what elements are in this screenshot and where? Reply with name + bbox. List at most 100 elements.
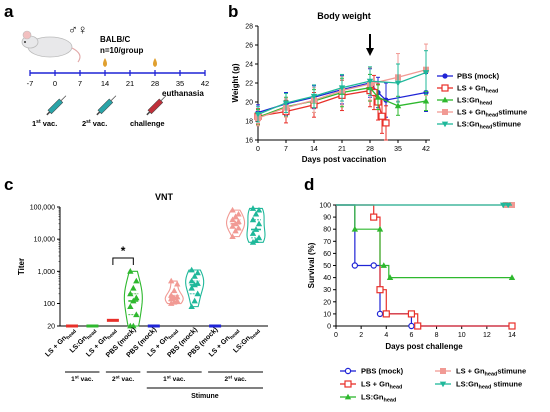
bracket-label-sup: st	[228, 375, 233, 380]
syringe-icon	[46, 95, 67, 116]
y-tick-label: 70	[323, 239, 331, 246]
violin-point	[255, 206, 263, 213]
violin-group-6	[185, 266, 205, 310]
event-first-vac: 1st vac.	[32, 119, 57, 128]
y-tick-label: 28	[245, 24, 253, 31]
timeline-tick-label: 42	[201, 79, 209, 88]
violin-point	[249, 238, 257, 245]
y-tick-label: 26	[245, 43, 253, 50]
y-tick-label: 10,000	[34, 237, 56, 244]
group-bracket-label: 2st vac.	[112, 375, 134, 384]
violin-point	[188, 277, 195, 284]
violin-point	[194, 290, 201, 297]
group-size-label: n=10/group	[100, 46, 143, 55]
legend-text-main: PBS (mock)	[361, 367, 404, 376]
syringe-barrel	[97, 98, 114, 115]
stimune-label: Stimune	[191, 393, 219, 400]
legend-marker	[441, 121, 449, 128]
y-tick-label: 10	[323, 311, 331, 318]
data-point	[338, 85, 346, 92]
bracket-label-main: 1	[163, 376, 167, 383]
group-label-sub: head	[106, 329, 118, 341]
legend-marker	[344, 367, 352, 375]
violin-point	[133, 277, 140, 284]
syringe-plunger	[146, 111, 151, 116]
violin-point	[168, 277, 175, 284]
bracket-label-sup: st	[75, 375, 80, 380]
legend-label: LS:Gnhead stimune	[456, 380, 522, 391]
series-2	[336, 204, 516, 280]
legend-label: LS + Gnheadstimune	[457, 108, 527, 119]
y-tick-label: 20	[47, 324, 55, 331]
timeline-tick-label: 35	[176, 79, 184, 88]
x-tick-label: 28	[366, 146, 374, 153]
violin-point	[232, 220, 239, 227]
bracket-label-sup: st	[167, 375, 172, 380]
y-tick-label: 50	[323, 263, 331, 270]
violin-group-5	[164, 277, 184, 306]
panel-letter-b: b	[228, 2, 238, 21]
violin-point	[229, 206, 236, 213]
survival-marker	[407, 310, 416, 318]
legend-text-main: LS:Gn	[456, 380, 479, 389]
survival-step-line	[336, 204, 512, 327]
survival-marker	[500, 202, 507, 209]
legend-text-suffix: stimune	[491, 380, 522, 389]
violin-point	[235, 224, 242, 231]
syringe-needle	[60, 95, 67, 101]
series-4	[336, 202, 512, 209]
violin-point	[171, 287, 178, 294]
survival-marker	[414, 322, 422, 330]
legend-marker	[344, 380, 352, 388]
survival-marker	[380, 262, 387, 268]
violin-point	[130, 284, 137, 291]
legend-item-0: PBS (mock)	[340, 367, 404, 376]
violin-point	[235, 218, 242, 225]
group-label-sub: head	[229, 329, 241, 341]
violin-point	[194, 269, 201, 276]
x-tick-label: 42	[422, 146, 430, 153]
data-point	[394, 102, 402, 109]
x-tick-label: 14	[508, 332, 516, 339]
violin-point	[252, 210, 260, 217]
euthanasia-label: euthanasia	[162, 89, 204, 98]
y-tick-label: 90	[323, 215, 331, 222]
x-tick-label: 0	[256, 146, 260, 153]
legend-text-main: PBS (mock)	[457, 72, 500, 81]
panel-letter-a: a	[4, 2, 14, 21]
bracket-label-suffix: vac.	[171, 376, 186, 383]
legend-text-suffix: stimune	[492, 120, 521, 129]
x-tick-label: 10	[458, 332, 466, 339]
legend-item-3: LS + Gnheadstimune	[435, 367, 526, 378]
y-tick-label: 60	[323, 251, 331, 258]
bracket-label-main: 2	[225, 376, 229, 383]
legend-item-1: LS + Gnhead	[340, 380, 402, 391]
legend-marker	[441, 96, 449, 103]
timeline-tick-label: -7	[27, 79, 34, 88]
data-point	[374, 93, 382, 100]
bracket-label-main: 2	[112, 376, 116, 383]
violin-point	[168, 292, 175, 298]
group-label-sub: head	[168, 329, 180, 341]
legend-label: LS:Gnheadstimune	[457, 120, 521, 131]
survival-marker	[508, 274, 516, 280]
y-axis-title: Survival (%)	[307, 242, 316, 288]
violin-point	[235, 210, 242, 217]
violin-point	[249, 205, 257, 211]
panel-letter-d: d	[304, 175, 314, 194]
legend-text-sub: head	[479, 385, 492, 391]
legend-marker	[442, 109, 448, 115]
data-point	[282, 100, 290, 107]
y-axis-title: Weight (g)	[231, 63, 240, 102]
legend-marker	[442, 73, 448, 79]
legend-text-suffix: stimune	[498, 108, 527, 117]
timeline-panel: ♂♀ BALB/C n=10/group -7 0 7 14 21 28 35 42 euth…	[21, 22, 209, 128]
violin-point	[191, 273, 198, 279]
violin-group-8	[226, 206, 246, 240]
violin-point	[194, 280, 201, 286]
legend-text-sub: head	[480, 125, 493, 131]
data-point	[366, 78, 374, 85]
syringe-plunger	[46, 111, 51, 116]
sex-symbols: ♂♀	[68, 22, 88, 37]
legend-marker	[440, 368, 446, 374]
